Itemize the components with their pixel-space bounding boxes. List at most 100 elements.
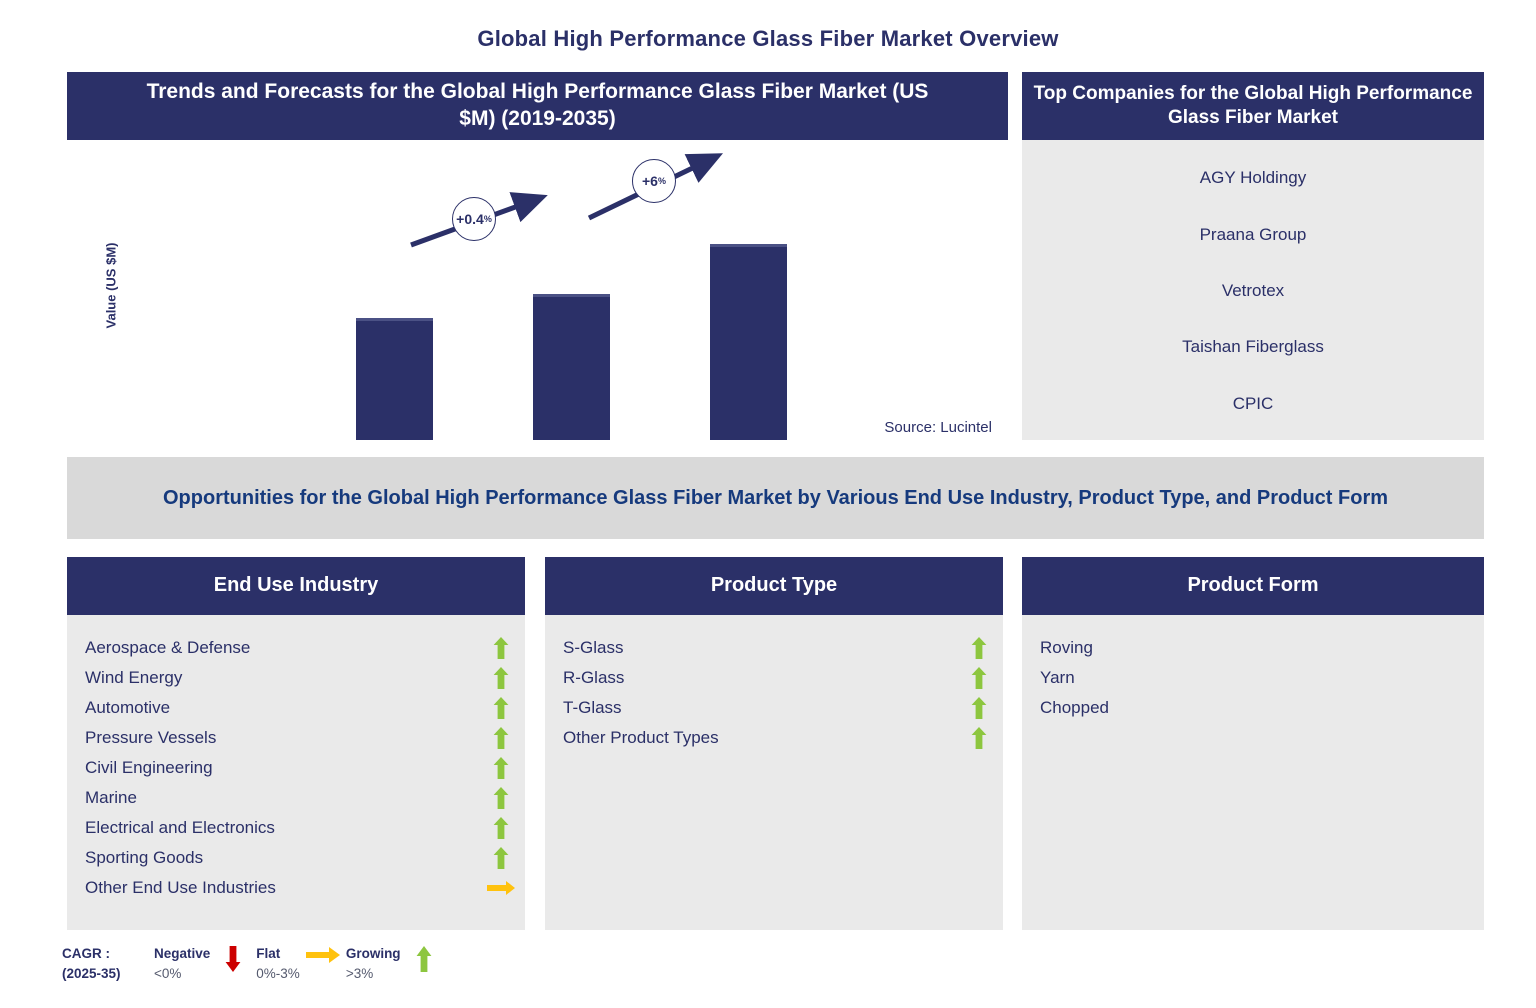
list-item-label: Other End Use Industries [85,878,276,897]
trends-panel-header: Trends and Forecasts for the Global High… [67,72,1008,140]
list-item: Sporting Goods [67,843,525,873]
top-companies-panel: Top Companies for the Global High Perfor… [1022,72,1484,440]
legend-entry-negative: Negative <0% [154,944,256,983]
cagr-badge-2019-2025: +0.4% [452,197,496,241]
cagr-legend: CAGR : (2025-35) Negative <0% Flat 0%-3% [62,944,447,983]
list-item: Yarn [1022,663,1484,693]
list-item-label: Yarn [1040,668,1075,687]
trends-forecast-panel: Trends and Forecasts for the Global High… [67,72,1008,491]
list-item: Roving [1022,633,1484,663]
legend-title-line2: (2025-35) [62,965,121,981]
product-form-header: Product Form [1022,557,1484,615]
end-use-industry-header: End Use Industry [67,557,525,615]
bar-2035 [710,244,787,440]
list-item-label: Automotive [85,698,171,717]
list-item: Electrical and Electronics [67,813,525,843]
list-item-label: Aerospace & Defense [85,638,251,657]
list-item: Wind Energy [67,663,525,693]
arrow-up-icon [955,637,1003,659]
list-item: Other Product Types [545,723,1003,753]
arrow-up-icon [477,697,525,719]
list-item: Chopped [1022,693,1484,723]
bar-2019 [356,318,433,440]
opportunities-banner: Opportunities for the Global High Perfor… [67,457,1484,539]
arrow-up-icon [955,697,1003,719]
product-form-column: Product Form Roving Yarn Chopped [1022,557,1484,930]
list-item-label: R-Glass [563,668,625,687]
list-item: Civil Engineering [67,753,525,783]
end-use-industry-column: End Use Industry Aerospace & Defense Win… [67,557,525,930]
list-item: R-Glass [545,663,1003,693]
list-item-label: Other Product Types [563,728,719,747]
cagr-badge-value: +0.4 [456,211,484,227]
legend-entry-name: Negative [154,946,211,961]
list-item: AGY Holdingy [1199,168,1307,188]
bar-cap [356,318,433,321]
list-item: T-Glass [545,693,1003,723]
list-item-label: S-Glass [563,638,624,657]
product-type-header: Product Type [545,557,1003,615]
arrow-up-icon [477,727,525,749]
companies-list: AGY Holdingy Praana Group Vetrotex Taish… [1022,140,1484,440]
bar-chart: Value (US $M) [67,140,1008,491]
list-item: Automotive [67,693,525,723]
list-item-label: Chopped [1040,698,1110,717]
legend-entry-name: Growing [345,946,401,961]
list-item: Other End Use Industries [67,873,525,903]
arrow-up-icon [477,637,525,659]
arrow-right-icon [300,944,346,964]
arrow-up-icon [477,787,525,809]
legend-title-line1: CAGR : [62,946,110,961]
cagr-badge-unit: % [483,213,492,224]
list-item: Taishan Fiberglass [1182,337,1324,357]
chart-y-axis-label: Value (US $M) [103,242,119,329]
list-item-label: Roving [1040,638,1093,657]
legend-entry-flat: Flat 0%-3% [256,944,346,983]
list-item: Aerospace & Defense [67,633,525,663]
list-item: S-Glass [545,633,1003,663]
list-item: CPIC [1232,393,1274,413]
list-item: Marine [67,783,525,813]
arrow-down-icon [210,944,256,972]
page-title: Global High Performance Glass Fiber Mark… [477,26,1059,51]
cagr-badge-2025-2035: +6% [632,159,676,203]
cagr-badge-unit: % [657,175,666,186]
legend-entry-growing: Growing >3% [346,944,447,983]
bar-2025 [533,294,610,440]
list-item-label: T-Glass [563,698,622,717]
companies-panel-header: Top Companies for the Global High Perfor… [1022,72,1484,140]
legend-entry-range: 0%-3% [256,965,300,981]
bar-cap [710,244,787,247]
arrow-up-icon [477,847,525,869]
source-note: Source: Lucintel [884,419,992,436]
arrow-up-icon [477,757,525,779]
arrow-up-icon [955,727,1003,749]
list-item: Vetrotex [1221,280,1285,300]
legend-entry-text: Flat 0%-3% [256,944,300,983]
bar-cap [533,294,610,297]
product-type-column: Product Type S-Glass R-Glass T-Glass [545,557,1003,930]
list-item-label: Marine [85,788,137,807]
list-item-label: Pressure Vessels [85,728,217,747]
list-item: Pressure Vessels [67,723,525,753]
product-form-list: Roving Yarn Chopped [1022,615,1484,930]
arrow-up-icon [401,944,447,972]
list-item-label: Sporting Goods [85,848,204,867]
end-use-industry-list: Aerospace & Defense Wind Energy Automoti… [67,615,525,930]
arrow-up-icon [955,667,1003,689]
list-item: Praana Group [1199,224,1307,244]
legend-entry-text: Growing >3% [346,944,401,983]
cagr-badge-value: +6 [642,173,658,189]
legend-entry-range: <0% [154,965,182,981]
list-item-label: Electrical and Electronics [85,818,275,837]
legend-entry-text: Negative <0% [154,944,210,983]
arrow-up-icon [477,817,525,839]
legend-entry-range: >3% [345,965,374,981]
product-type-list: S-Glass R-Glass T-Glass Other Product Ty… [545,615,1003,930]
list-item-label: Wind Energy [85,668,183,687]
arrow-up-icon [477,667,525,689]
arrow-right-icon [477,880,525,896]
legend-title: CAGR : (2025-35) [62,944,154,983]
legend-entry-name: Flat [256,946,281,961]
